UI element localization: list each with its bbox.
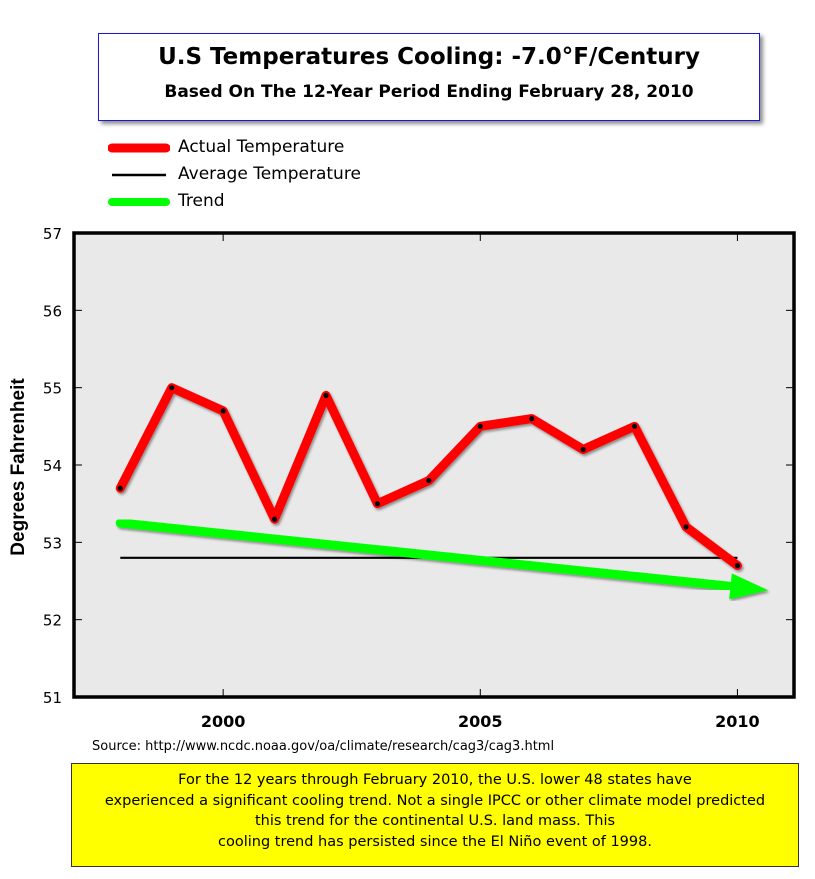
data-point-actual xyxy=(580,446,586,453)
data-point-actual xyxy=(323,392,329,398)
legend-label-actual: Actual Temperature xyxy=(178,137,345,157)
data-point-actual xyxy=(117,485,123,491)
data-point-actual xyxy=(734,562,741,569)
x-tick-label: 2000 xyxy=(201,712,246,731)
data-point-actual xyxy=(220,408,226,414)
data-point-actual xyxy=(271,516,278,522)
data-point-actual xyxy=(529,416,535,422)
legend-swatch-average xyxy=(112,173,166,177)
plot-area xyxy=(72,231,796,699)
data-point-actual xyxy=(683,524,689,530)
y-tick-label: 51 xyxy=(43,689,62,707)
data-point-actual xyxy=(477,423,483,429)
note-line: cooling trend has persisted since the El… xyxy=(218,833,652,850)
y-axis-label: Degrees Fahrenheit xyxy=(8,378,29,556)
chart-subtitle: Based On The 12-Year Period Ending Febru… xyxy=(164,82,694,102)
series-line-trend xyxy=(115,518,735,591)
data-point-actual xyxy=(426,477,432,484)
chart-title-box: U.S Temperatures Cooling: -7.0°F/Century… xyxy=(98,33,760,121)
x-tick-label: 2010 xyxy=(715,712,760,731)
y-tick-label: 55 xyxy=(43,380,62,398)
note-line: For the 12 years through February 2010, … xyxy=(178,772,692,788)
data-point-actual xyxy=(169,385,175,391)
y-tick-label: 56 xyxy=(43,302,62,320)
data-point-actual xyxy=(374,501,381,507)
y-tick-label: 52 xyxy=(43,612,62,630)
note-line: this trend for the continental U.S. land… xyxy=(254,813,616,829)
legend-label-average: Average Temperature xyxy=(178,164,361,184)
note-box: For the 12 years through February 2010, … xyxy=(71,763,799,867)
y-tick-label: 54 xyxy=(43,457,62,475)
legend-label-trend: Trend xyxy=(178,191,225,211)
legend-swatch-actual xyxy=(108,143,170,153)
legend-swatch-trend xyxy=(108,198,170,206)
y-tick-label: 53 xyxy=(43,534,62,552)
note-line: experienced a significant cooling trend.… xyxy=(104,792,766,809)
y-tick-label: 57 xyxy=(43,225,62,243)
chart-title: U.S Temperatures Cooling: -7.0°F/Century xyxy=(158,44,700,70)
trend-arrowhead xyxy=(729,573,769,600)
source-citation: Source: http://www.ncdc.noaa.gov/oa/clim… xyxy=(92,739,555,754)
temperature-chart: 51 52 53 54 55 56 57 2000 2005 2010 Degrees Fahren… xyxy=(8,225,796,731)
data-point-actual xyxy=(631,423,638,429)
x-tick-label: 2005 xyxy=(458,712,503,731)
